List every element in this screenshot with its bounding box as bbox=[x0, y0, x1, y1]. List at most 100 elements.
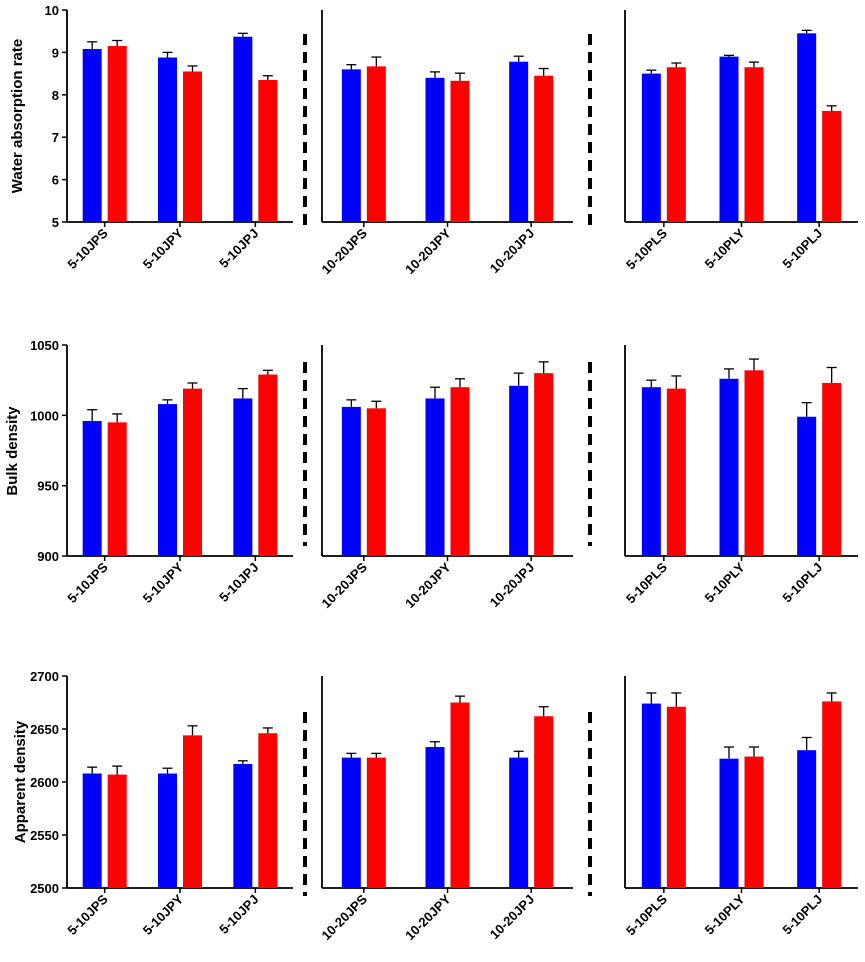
panel-1: 5-10JPS 5-10JPY 5-10JPJ bbox=[64, 725, 293, 938]
bar-blue bbox=[158, 773, 177, 888]
bar-blue bbox=[158, 404, 177, 556]
x-category-label: 5-10PLY bbox=[702, 225, 748, 271]
x-category-label: 5-10PLS bbox=[623, 891, 670, 938]
y-axis-title: Water absorption rate bbox=[9, 39, 26, 193]
y-tick-label: 10 bbox=[45, 3, 59, 18]
bar-red bbox=[258, 79, 278, 223]
bar-red bbox=[450, 702, 470, 888]
x-category-label: 5-10JPY bbox=[140, 225, 187, 272]
bar-blue bbox=[341, 406, 361, 556]
x-category-label: 5-10JPS bbox=[64, 559, 111, 606]
y-tick-label: 2600 bbox=[30, 775, 59, 790]
bar-red bbox=[107, 46, 127, 222]
panel-2: 10-20JPS 10-20JPY 10-20JPJ bbox=[318, 345, 573, 611]
x-category-label: 5-10JPY bbox=[140, 891, 187, 938]
bar-blue bbox=[425, 747, 445, 888]
x-category-label: 5-10JPJ bbox=[216, 892, 261, 937]
bar-red bbox=[450, 80, 470, 222]
bar-red bbox=[822, 110, 842, 222]
bar-red bbox=[666, 67, 686, 223]
x-category-label: 5-10PLJ bbox=[779, 892, 825, 938]
y-tick-label: 1000 bbox=[30, 408, 59, 423]
bar-blue bbox=[425, 77, 445, 222]
y-tick-label: 7 bbox=[52, 130, 59, 145]
panel-2: 10-20JPS 10-20JPY 10-20JPJ bbox=[318, 676, 573, 943]
bar-blue bbox=[158, 57, 177, 222]
chart-2: Bulk density 900 950 1000 1050 5-10JPS 5-10JPY… bbox=[4, 338, 858, 611]
y-tick-label: 2500 bbox=[30, 881, 59, 896]
bar-blue bbox=[509, 61, 529, 223]
y-axis-title: Bulk density bbox=[4, 406, 21, 496]
bar-red bbox=[822, 701, 842, 888]
panel-2: 10-20JPS 10-20JPY 10-20JPJ bbox=[318, 10, 573, 277]
y-tick-label: 900 bbox=[37, 549, 59, 564]
y-tick-label: 1050 bbox=[30, 338, 59, 353]
bar-red bbox=[366, 757, 386, 888]
bar-blue bbox=[641, 703, 661, 888]
x-category-label: 5-10PLY bbox=[702, 559, 748, 605]
panel-3: 5-10PLS 5-10PLY 5-10PLJ bbox=[623, 10, 858, 272]
bar-blue bbox=[719, 378, 739, 556]
x-category-label: 5-10JPJ bbox=[216, 226, 261, 271]
x-category-label: 5-10JPY bbox=[140, 559, 187, 606]
bar-blue bbox=[719, 758, 739, 888]
x-category-label: 5-10PLY bbox=[702, 891, 748, 937]
bar-red bbox=[534, 75, 554, 222]
chart-3: Apparent density 2500 2550 2600 2650 2700 5-10… bbox=[12, 669, 858, 943]
bar-blue bbox=[797, 750, 817, 888]
x-category-label: 10-20JPJ bbox=[487, 560, 537, 610]
x-category-label: 10-20JPS bbox=[318, 559, 370, 611]
bar-red bbox=[666, 388, 686, 556]
bar-red bbox=[744, 756, 764, 888]
bar-blue bbox=[341, 69, 361, 222]
bar-blue bbox=[797, 33, 817, 222]
bar-blue bbox=[641, 387, 661, 556]
x-category-label: 5-10JPS bbox=[64, 891, 111, 938]
bar-blue bbox=[797, 416, 817, 556]
y-tick-label: 8 bbox=[52, 88, 59, 103]
bar-red bbox=[822, 382, 842, 556]
bar-red bbox=[183, 388, 202, 556]
y-tick-label: 9 bbox=[52, 45, 59, 60]
bar-red bbox=[450, 387, 470, 556]
bar-blue bbox=[341, 757, 361, 888]
x-category-label: 5-10PLS bbox=[623, 225, 670, 272]
y-tick-label: 6 bbox=[52, 173, 59, 188]
bar-blue bbox=[82, 420, 102, 556]
x-category-label: 10-20JPJ bbox=[487, 226, 537, 276]
panel-1: 5-10JPS 5-10JPY 5-10JPJ bbox=[64, 369, 293, 606]
bar-blue bbox=[233, 398, 253, 556]
x-category-label: 10-20JPY bbox=[402, 559, 454, 611]
panel-1: 5-10JPS 5-10JPY 5-10JPJ bbox=[64, 32, 293, 272]
bar-blue bbox=[719, 56, 739, 222]
x-category-label: 10-20JPJ bbox=[487, 892, 537, 942]
x-category-label: 5-10PLJ bbox=[779, 560, 825, 606]
x-category-label: 10-20JPS bbox=[318, 225, 370, 277]
y-tick-label: 2700 bbox=[30, 669, 59, 684]
bar-blue bbox=[82, 773, 102, 888]
bar-red bbox=[183, 735, 202, 888]
bar-red bbox=[744, 370, 764, 556]
y-tick-label: 2650 bbox=[30, 722, 59, 737]
x-category-label: 5-10JPS bbox=[64, 225, 111, 272]
x-category-label: 10-20JPY bbox=[402, 891, 454, 943]
x-category-label: 10-20JPS bbox=[318, 891, 370, 943]
x-category-label: 5-10PLJ bbox=[779, 226, 825, 272]
bar-red bbox=[183, 71, 202, 222]
x-category-label: 10-20JPY bbox=[402, 225, 454, 277]
bar-red bbox=[258, 733, 278, 888]
y-tick-label: 2550 bbox=[30, 828, 59, 843]
x-category-label: 5-10PLS bbox=[623, 559, 670, 606]
bar-red bbox=[534, 716, 554, 888]
bar-red bbox=[534, 373, 554, 556]
y-tick-label: 5 bbox=[52, 215, 59, 230]
bar-red bbox=[366, 66, 386, 222]
x-category-label: 5-10JPJ bbox=[216, 560, 261, 605]
bar-blue bbox=[233, 763, 253, 888]
y-axis-title: Apparent density bbox=[12, 720, 29, 843]
bar-blue bbox=[509, 757, 529, 888]
bar-blue bbox=[82, 49, 102, 223]
bar-red bbox=[258, 374, 278, 556]
